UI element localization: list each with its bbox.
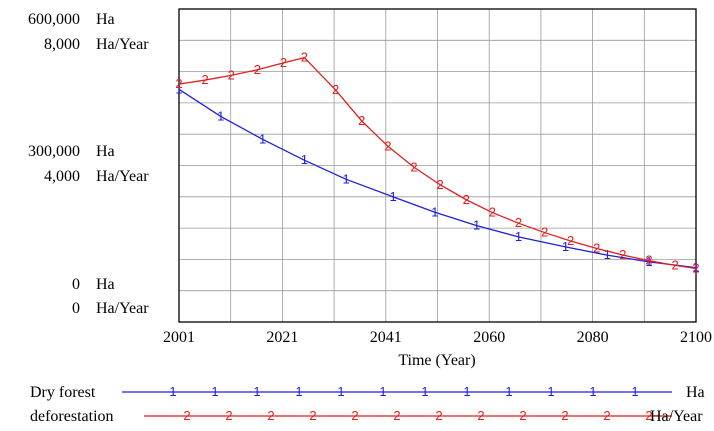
series-1-point: 1 <box>175 81 182 96</box>
x-tick-label: 2060 <box>473 329 505 346</box>
legend-marker-1: 1 <box>253 384 260 399</box>
legend-marker-1: 1 <box>631 384 638 399</box>
legend-marker-2: 2 <box>435 408 442 423</box>
left-axis-value-1: 600,000 <box>28 11 80 28</box>
left-axis-unit-2: Ha/Year <box>96 36 149 53</box>
left-axis-labels: 600,000 Ha 8,000 Ha/Year 300,000 Ha 4,00… <box>28 11 149 317</box>
left-axis-unit-6: Ha/Year <box>96 300 149 317</box>
series-2-point: 2 <box>645 253 652 268</box>
series-2-point: 2 <box>692 261 699 276</box>
left-axis-value-6: 0 <box>72 300 80 317</box>
x-tick-label: 2100 <box>680 329 712 346</box>
left-axis-unit-3: Ha <box>96 143 115 160</box>
left-axis-unit-4: Ha/Year <box>96 168 149 185</box>
series-2-point: 2 <box>567 233 574 248</box>
series-1-point: 1 <box>431 204 438 219</box>
series-2-point: 2 <box>410 159 417 174</box>
legend-marker-2: 2 <box>645 408 652 423</box>
series-1-point: 1 <box>342 171 349 186</box>
left-axis-value-2: 8,000 <box>44 36 80 53</box>
left-axis-unit-1: Ha <box>96 11 115 28</box>
series-2-point: 2 <box>384 138 391 153</box>
x-axis-label: Time (Year) <box>398 352 475 369</box>
x-tick-labels: 2001 2021 2041 2060 2080 2100 <box>163 329 712 346</box>
legend-marker-1: 1 <box>211 384 218 399</box>
legend-marker-1: 1 <box>589 384 596 399</box>
series-1-point: 1 <box>389 189 396 204</box>
series-2-point: 2 <box>541 225 548 240</box>
series-2-point: 2 <box>332 82 339 97</box>
series-2-point: 2 <box>254 62 261 77</box>
legend: Dry forest 1 1 1 1 1 1 1 1 1 1 1 1 Ha deforestation 2 2 2… <box>30 384 705 425</box>
legend-marker-2: 2 <box>267 408 274 423</box>
left-axis-value-4: 4,000 <box>44 168 80 185</box>
legend-marker-2: 2 <box>309 408 316 423</box>
plot-frame <box>178 8 697 323</box>
series-2-point: 2 <box>671 257 678 272</box>
series-1-point: 1 <box>217 108 224 123</box>
series-line-2 <box>178 56 697 270</box>
grid <box>179 9 696 322</box>
left-axis-value-3: 300,000 <box>28 143 80 160</box>
legend-marker-1: 1 <box>337 384 344 399</box>
legend-marker-1: 1 <box>547 384 554 399</box>
series-2-point: 2 <box>280 55 287 70</box>
legend-marker-2: 2 <box>603 408 610 423</box>
series-2-point: 2 <box>301 50 308 65</box>
series-2-point: 2 <box>489 205 496 220</box>
series-1-point: 1 <box>301 152 308 167</box>
series-2-point: 2 <box>201 72 208 87</box>
legend-marker-2: 2 <box>477 408 484 423</box>
series-2-point: 2 <box>463 192 470 207</box>
series-1-point: 1 <box>259 131 266 146</box>
x-tick-label: 2080 <box>577 329 609 346</box>
legend-marker-2: 2 <box>225 408 232 423</box>
series-1-point: 1 <box>562 239 569 254</box>
x-tick-label: 2021 <box>266 329 298 346</box>
legend-marker-2: 2 <box>351 408 358 423</box>
legend-marker-2: 2 <box>393 408 400 423</box>
series-2-point: 2 <box>593 241 600 256</box>
legend-marker-1: 1 <box>169 384 176 399</box>
legend-name-1: Dry forest <box>30 384 96 401</box>
series-1-point: 1 <box>473 218 480 233</box>
series-1-point: 1 <box>515 229 522 244</box>
legend-marker-1: 1 <box>421 384 428 399</box>
series-line-1 <box>178 88 697 269</box>
left-axis-value-5: 0 <box>72 276 80 293</box>
series-2-point: 2 <box>436 177 443 192</box>
legend-marker-1: 1 <box>463 384 470 399</box>
x-tick-label: 2001 <box>163 329 195 346</box>
legend-marker-2: 2 <box>561 408 568 423</box>
legend-marker-1: 1 <box>295 384 302 399</box>
series-2-point: 2 <box>358 113 365 128</box>
x-tick-label: 2041 <box>370 329 402 346</box>
series-2-point: 2 <box>515 215 522 230</box>
legend-name-2: deforestation <box>30 408 114 425</box>
legend-marker-1: 1 <box>505 384 512 399</box>
legend-unit-2: Ha/Year <box>650 408 703 425</box>
legend-unit-1: Ha <box>686 384 705 401</box>
series-1-point: 1 <box>604 247 611 262</box>
left-axis-unit-5: Ha <box>96 276 115 293</box>
series-2-point: 2 <box>228 67 235 82</box>
series-1-point: 1 <box>692 260 699 275</box>
legend-marker-2: 2 <box>183 408 190 423</box>
series-2-point: 2 <box>175 76 182 91</box>
legend-marker-1: 1 <box>379 384 386 399</box>
series-2-point: 2 <box>619 247 626 262</box>
legend-marker-2: 2 <box>519 408 526 423</box>
